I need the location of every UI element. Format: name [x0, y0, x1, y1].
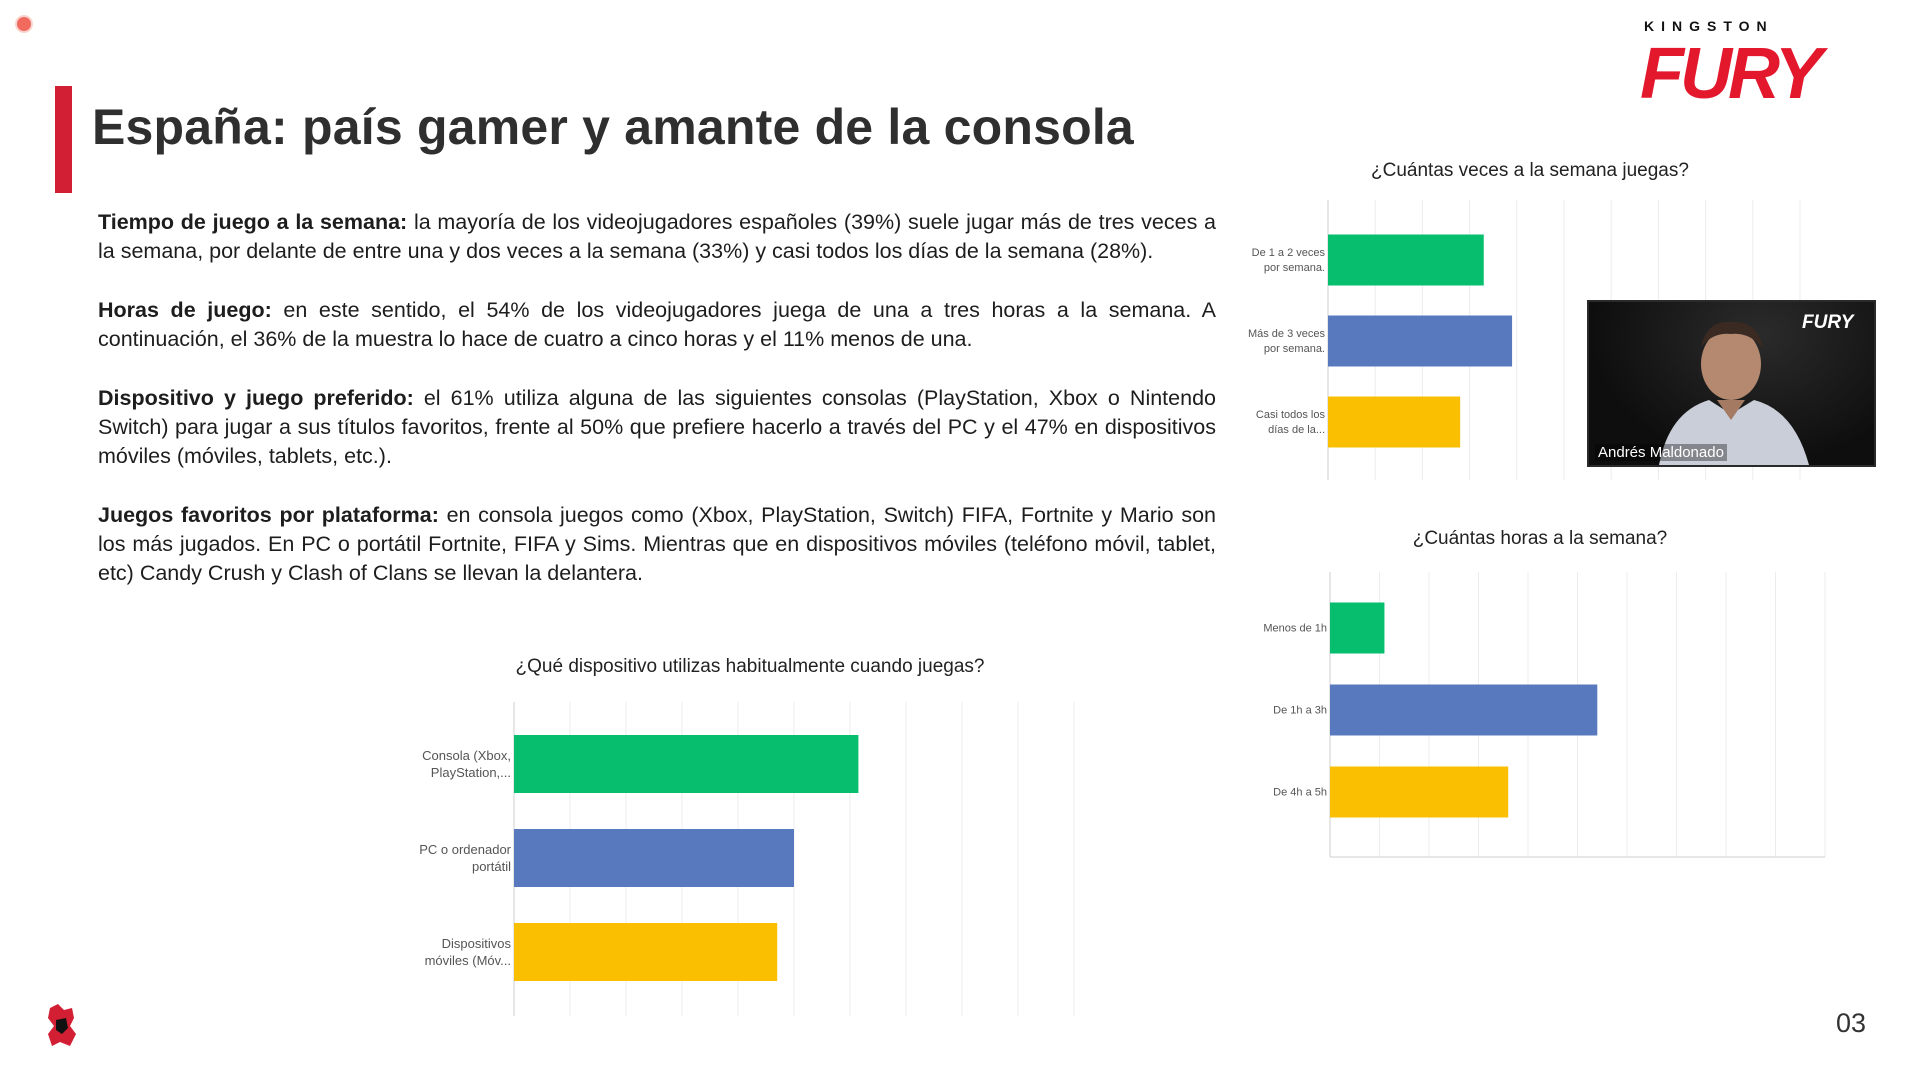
summary-paragraph: Juegos favoritos por plataforma: en cons… — [98, 501, 1216, 588]
bar — [514, 735, 859, 793]
paragraph-lead: Juegos favoritos por plataforma: — [98, 503, 439, 527]
fury-wordmark-icon: FURY — [1640, 36, 1833, 114]
recording-indicator-icon — [17, 17, 31, 31]
paragraph-lead: Horas de juego: — [98, 298, 272, 322]
category-label: Casi todos los — [1256, 409, 1326, 421]
category-label: por semana. — [1264, 262, 1325, 274]
category-label: PC o ordenador — [419, 842, 511, 857]
person-silhouette-icon — [1659, 321, 1809, 465]
chart-horas-semana: ¿Cuántas horas a la semana? 0%10%20%30%4… — [1240, 528, 1840, 858]
bar — [1330, 602, 1385, 654]
category-label: PlayStation,... — [431, 765, 511, 780]
chart-title: ¿Qué dispositivo utilizas habitualmente … — [515, 656, 985, 677]
category-label: días de la... — [1268, 424, 1325, 436]
bar — [1330, 766, 1509, 818]
category-label: Consola (Xbox, — [422, 748, 511, 763]
category-label: Más de 3 veces — [1248, 328, 1326, 340]
category-label: Menos de 1h — [1263, 623, 1327, 635]
participant-name: Andrés Maldonado — [1595, 444, 1727, 461]
kingston-head-icon — [48, 1004, 76, 1046]
participant-video-feed — [1589, 302, 1874, 465]
category-label: portátil — [472, 859, 511, 874]
paragraph-body: la mayoría de los videojugadores español… — [98, 210, 1216, 263]
logo-top-text: KINGSTON — [1644, 18, 1774, 34]
summary-text: Tiempo de juego a la semana: la mayoría … — [98, 208, 1216, 618]
bar — [1328, 315, 1513, 367]
bar — [1328, 234, 1484, 286]
category-label: De 1h a 3h — [1273, 705, 1327, 717]
paragraph-body: en este sentido, el 54% de los videojuga… — [98, 298, 1216, 351]
paragraph-body: el 61% utiliza alguna de las siguientes … — [98, 386, 1216, 468]
summary-paragraph: Tiempo de juego a la semana: la mayoría … — [98, 208, 1216, 266]
paragraph-lead: Dispositivo y juego preferido: — [98, 386, 414, 410]
summary-paragraph: Horas de juego: en este sentido, el 54% … — [98, 296, 1216, 354]
page-number: 03 — [1836, 1008, 1867, 1038]
bar — [1328, 396, 1461, 448]
slide-title: España: país gamer y amante de la consol… — [92, 99, 1134, 155]
title-accent-bar — [55, 86, 72, 193]
kingston-fury-logo: KINGSTON FURY — [1638, 18, 1888, 114]
summary-paragraph: Dispositivo y juego preferido: el 61% ut… — [98, 384, 1216, 471]
category-label: Dispositivos — [442, 936, 512, 951]
fury-overlay-logo-icon: FURY — [1802, 312, 1856, 332]
logo-brand-text: FURY — [1640, 36, 1829, 114]
bar — [514, 923, 778, 981]
overlay-logo-text: FURY — [1802, 312, 1856, 332]
category-label: móviles (Móv... — [425, 953, 511, 968]
chart-veces-semana: ¿Cuántas veces a la semana juegas? 0%10%… — [1240, 160, 1820, 480]
bar — [1330, 684, 1598, 736]
paragraph-body: en consola juegos como (Xbox, PlayStatio… — [98, 503, 1216, 585]
chart-title: ¿Cuántas veces a la semana juegas? — [1371, 160, 1689, 181]
bar — [514, 829, 794, 887]
category-label: De 1 a 2 veces — [1252, 247, 1326, 259]
chart-dispositivo: ¿Qué dispositivo utilizas habitualmente … — [400, 656, 1100, 1016]
chart-title: ¿Cuántas horas a la semana? — [1412, 528, 1668, 549]
paragraph-lead: Tiempo de juego a la semana: — [98, 210, 408, 234]
video-participant-tile[interactable]: FURY Andrés Maldonado — [1587, 300, 1876, 467]
category-label: por semana. — [1264, 343, 1325, 355]
category-label: De 4h a 5h — [1273, 787, 1327, 799]
